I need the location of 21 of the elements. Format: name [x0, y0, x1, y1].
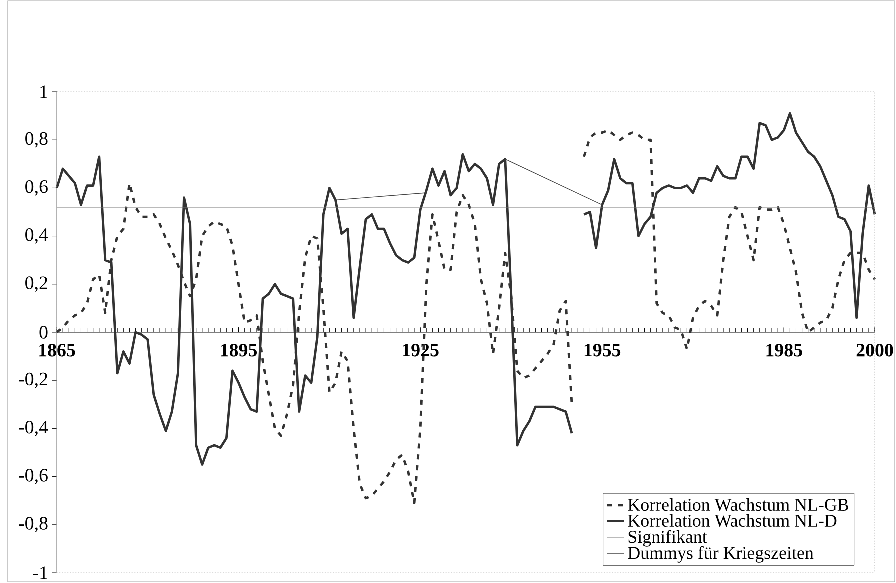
- legend-label: Signifikant: [628, 530, 708, 547]
- y-tick-label: -0,6: [19, 469, 48, 485]
- y-tick-label: 0: [40, 326, 48, 339]
- y-tick-label: -0,4: [19, 420, 48, 436]
- x-tick-label: 2000: [856, 344, 894, 357]
- y-tick-label: 0,2: [26, 276, 48, 292]
- legend-label: Dummys für Kriegszeiten: [628, 546, 814, 563]
- y-tick-label: 0,8: [26, 132, 48, 148]
- y-tick-label: -1: [33, 566, 48, 580]
- x-tick-label: 1865: [40, 344, 76, 357]
- x-tick-label: 1955: [584, 344, 621, 357]
- x-tick-label: 1925: [403, 344, 439, 357]
- y-tick-label: 0,6: [26, 180, 48, 196]
- y-tick-label: 0,4: [26, 228, 48, 244]
- x-tick-label: 1895: [221, 344, 258, 357]
- y-tick-label: -0,8: [19, 517, 48, 533]
- legend-label: Korrelation Wachstum NL-D: [628, 514, 837, 528]
- x-tick-label: 1985: [766, 344, 802, 357]
- y-tick-label: 1: [40, 86, 48, 98]
- y-tick-label: -0,2: [19, 372, 48, 388]
- legend-label: Korrelation Wachstum NL-GB: [628, 498, 848, 512]
